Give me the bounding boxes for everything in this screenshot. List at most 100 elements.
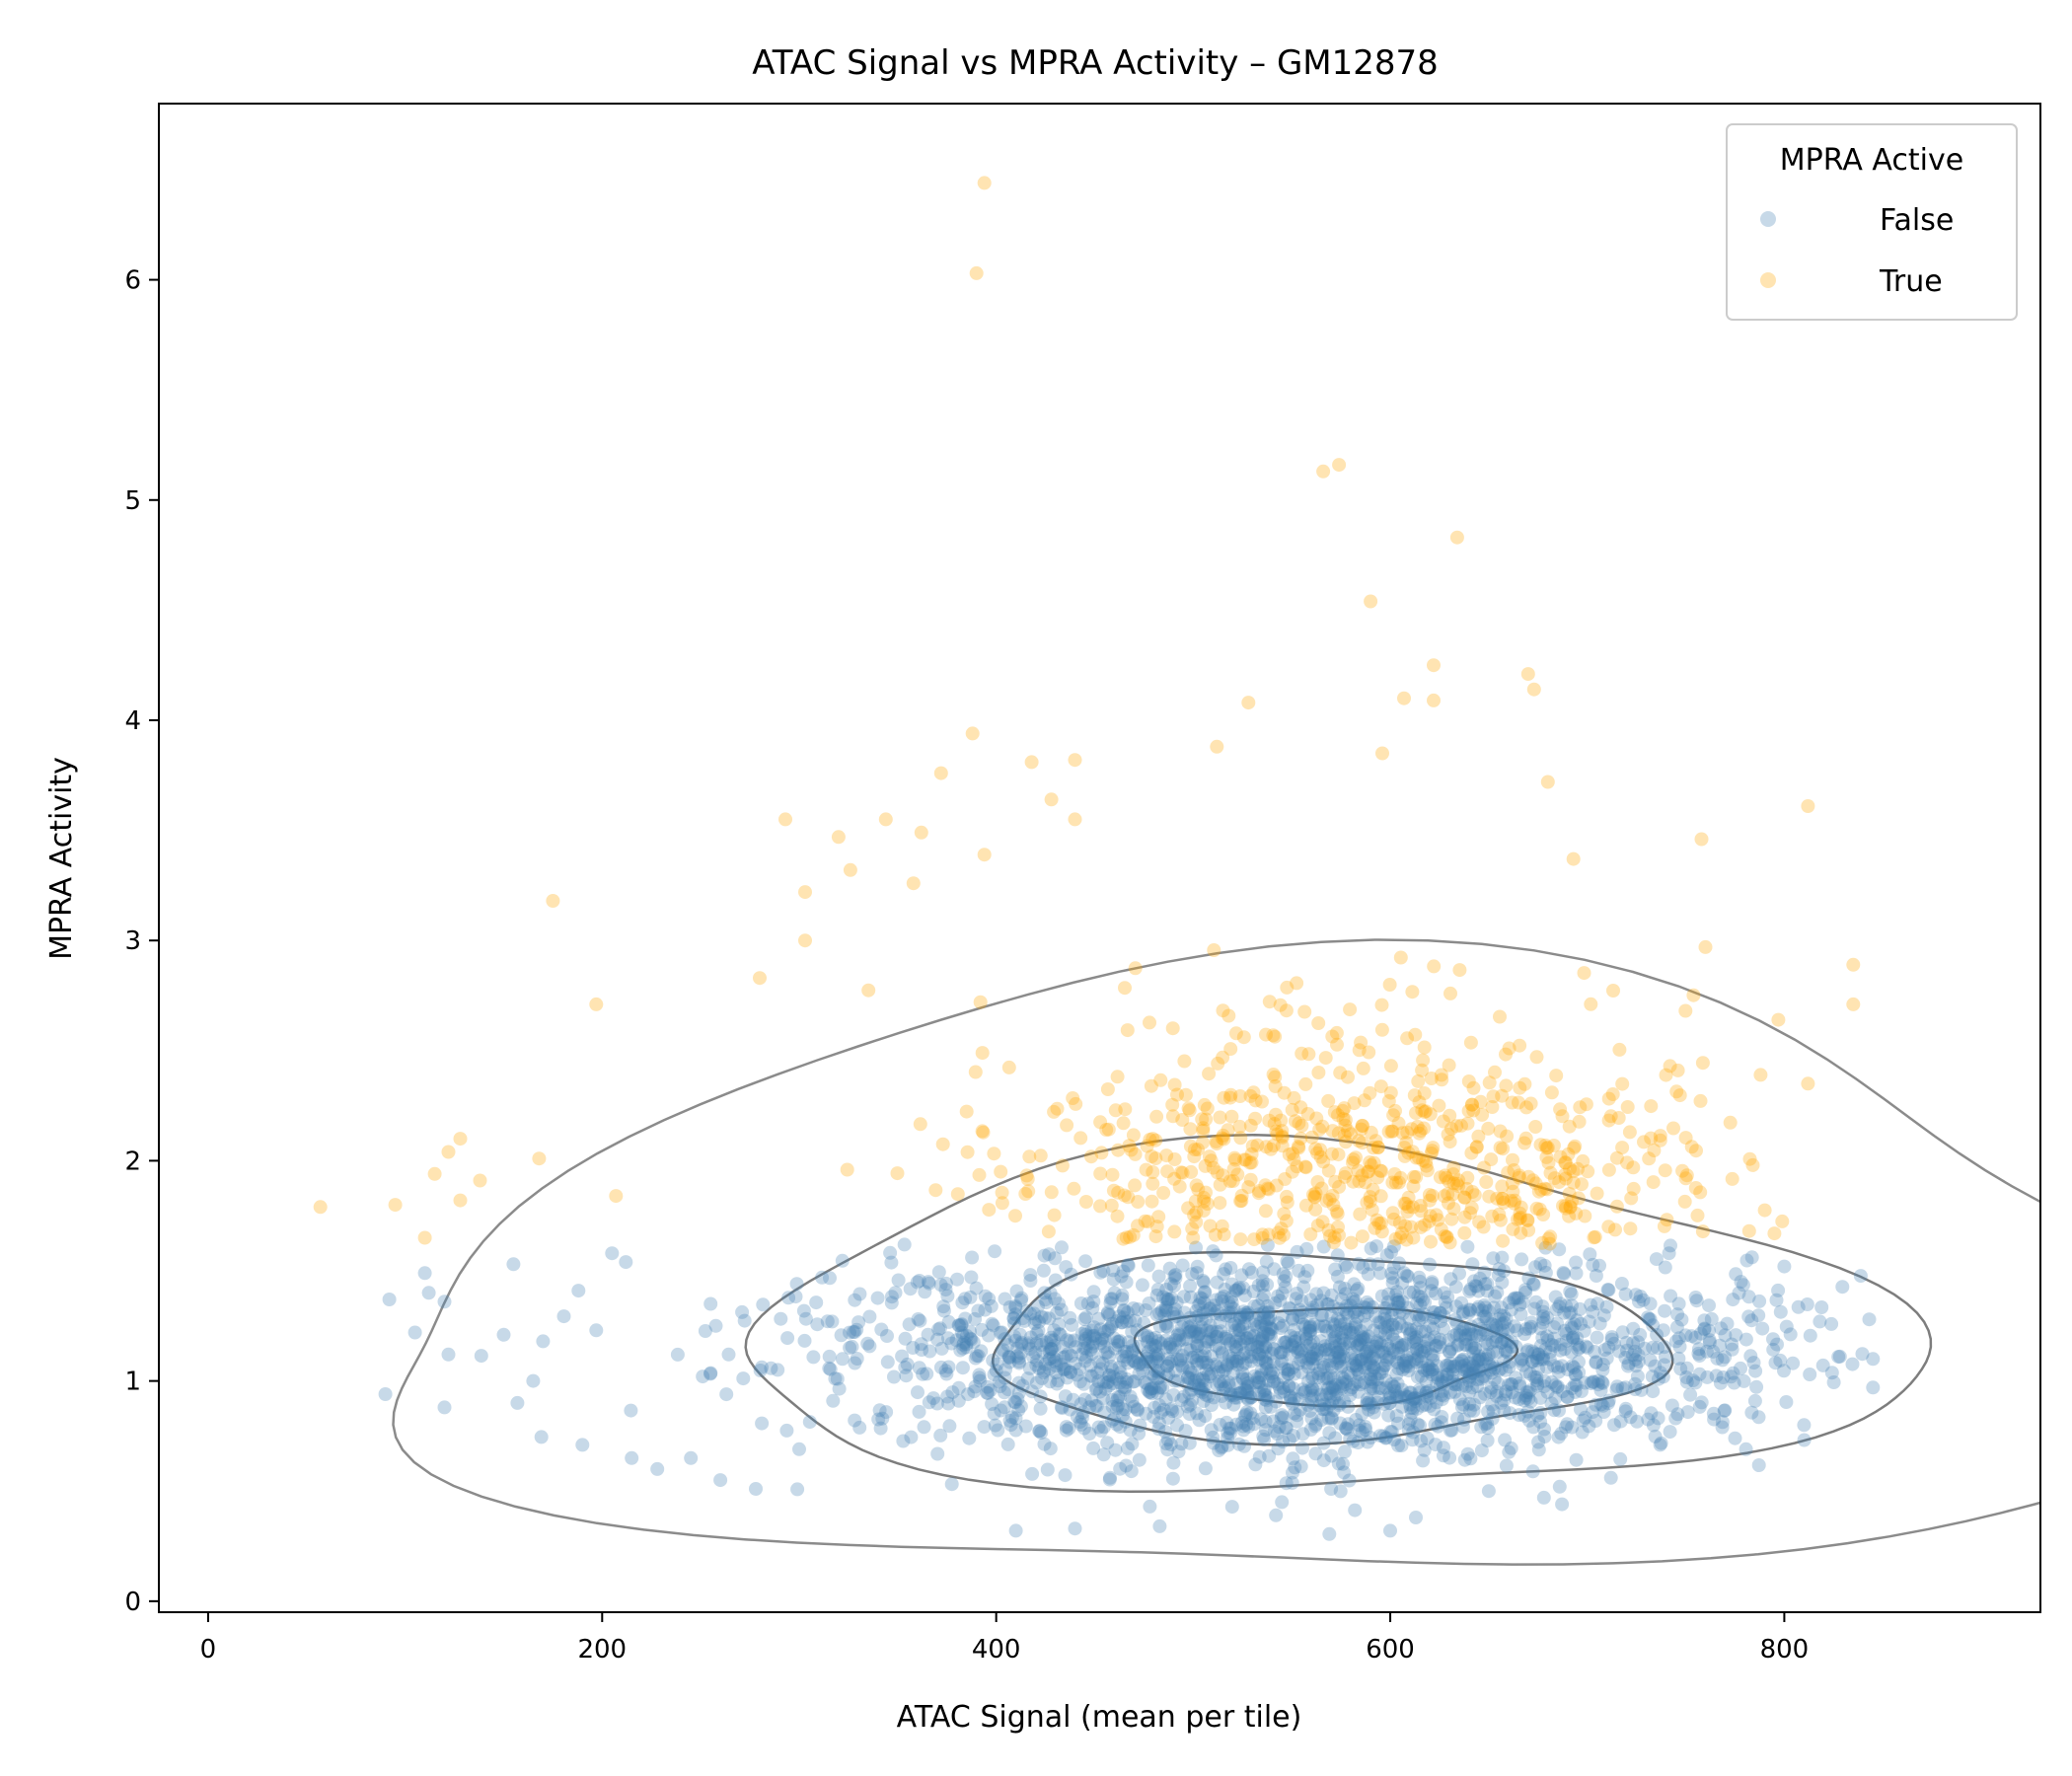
point-false: [1258, 1305, 1272, 1319]
point-false: [918, 1285, 932, 1299]
point-false: [981, 1328, 996, 1343]
point-false: [536, 1334, 551, 1349]
point-false: [1311, 1367, 1325, 1381]
point-true: [1521, 1169, 1536, 1184]
point-false: [1394, 1340, 1409, 1355]
point-false: [1064, 1267, 1078, 1282]
point-false: [1457, 1452, 1472, 1467]
point-false: [1338, 1324, 1353, 1339]
point-false: [850, 1352, 864, 1366]
point-false: [1486, 1345, 1501, 1360]
point-true: [1314, 1181, 1329, 1196]
point-true: [1401, 1190, 1416, 1205]
point-false: [1425, 1363, 1440, 1376]
point-true: [1437, 1189, 1451, 1204]
x-tick-label: 400: [972, 1635, 1021, 1665]
legend: MPRA Active False True: [1726, 123, 2018, 321]
point-false: [1198, 1377, 1213, 1392]
point-false: [1586, 1304, 1600, 1319]
point-false: [1063, 1365, 1077, 1379]
point-false: [1456, 1369, 1471, 1383]
point-true: [1241, 696, 1256, 710]
point-true: [1331, 1108, 1345, 1123]
point-false: [1502, 1295, 1517, 1310]
point-false: [1135, 1278, 1149, 1293]
point-false: [1189, 1310, 1204, 1325]
point-false: [1688, 1291, 1703, 1304]
point-true: [1225, 1174, 1240, 1188]
point-true: [1461, 1074, 1476, 1088]
point-false: [1645, 1369, 1660, 1384]
point-false: [1284, 1390, 1298, 1405]
point-false: [1447, 1312, 1462, 1327]
point-false: [1321, 1358, 1336, 1372]
point-false: [1125, 1324, 1140, 1339]
point-false: [1078, 1354, 1092, 1369]
y-axis-title: MPRA Activity: [44, 757, 79, 960]
point-true: [1406, 1179, 1421, 1194]
point-true: [1255, 1230, 1270, 1245]
point-true: [1644, 1099, 1659, 1114]
point-true: [1532, 1202, 1547, 1217]
point-false: [1332, 1337, 1347, 1352]
point-true: [1355, 1168, 1369, 1183]
point-false: [1277, 1335, 1292, 1350]
point-false: [1109, 1371, 1124, 1386]
point-false: [923, 1344, 937, 1359]
point-false: [1301, 1360, 1316, 1374]
point-true: [1493, 1213, 1508, 1227]
point-false: [1002, 1350, 1017, 1365]
point-true: [1520, 1214, 1535, 1227]
point-false: [1430, 1376, 1444, 1391]
point-false: [1347, 1377, 1362, 1392]
point-false: [1369, 1309, 1383, 1324]
point-false: [1254, 1364, 1269, 1378]
point-false: [879, 1405, 894, 1420]
point-true: [1291, 1140, 1305, 1153]
point-false: [1171, 1327, 1186, 1341]
point-false: [1263, 1321, 1278, 1336]
point-false: [1702, 1333, 1717, 1348]
point-false: [822, 1361, 837, 1375]
point-false: [1251, 1278, 1266, 1293]
point-false: [1217, 1290, 1231, 1303]
point-false: [1052, 1296, 1066, 1311]
point-true: [1446, 1167, 1460, 1182]
point-false: [1565, 1420, 1580, 1435]
point-false: [1185, 1350, 1200, 1365]
point-false: [963, 1290, 978, 1304]
point-false: [1235, 1371, 1250, 1386]
point-false: [1177, 1290, 1191, 1304]
point-false: [1150, 1282, 1165, 1296]
point-true: [1693, 1093, 1708, 1108]
point-false: [1102, 1308, 1117, 1322]
point-true: [1187, 1208, 1202, 1222]
point-false: [1025, 1466, 1040, 1481]
point-false: [977, 1420, 992, 1435]
point-false: [1632, 1295, 1646, 1309]
point-true: [928, 1183, 943, 1198]
point-true: [1185, 1221, 1200, 1236]
point-true: [1362, 1045, 1376, 1060]
point-false: [1232, 1281, 1246, 1295]
point-false: [650, 1461, 665, 1476]
point-false: [1533, 1415, 1548, 1429]
point-false: [1354, 1337, 1369, 1352]
point-false: [1457, 1338, 1472, 1353]
point-false: [1042, 1344, 1057, 1359]
point-false: [1150, 1371, 1165, 1386]
point-false: [1175, 1361, 1190, 1375]
point-false: [1232, 1310, 1247, 1325]
point-true: [1642, 1151, 1657, 1166]
point-false: [1007, 1394, 1022, 1409]
point-false: [1468, 1341, 1483, 1356]
point-false: [1658, 1350, 1672, 1365]
point-false: [843, 1325, 856, 1340]
point-true: [1400, 1125, 1415, 1140]
point-true: [1374, 1164, 1389, 1178]
point-false: [1343, 1382, 1358, 1397]
point-false: [1329, 1383, 1344, 1398]
point-true: [1202, 1149, 1217, 1164]
point-false: [1440, 1372, 1454, 1387]
point-true: [935, 1137, 950, 1151]
